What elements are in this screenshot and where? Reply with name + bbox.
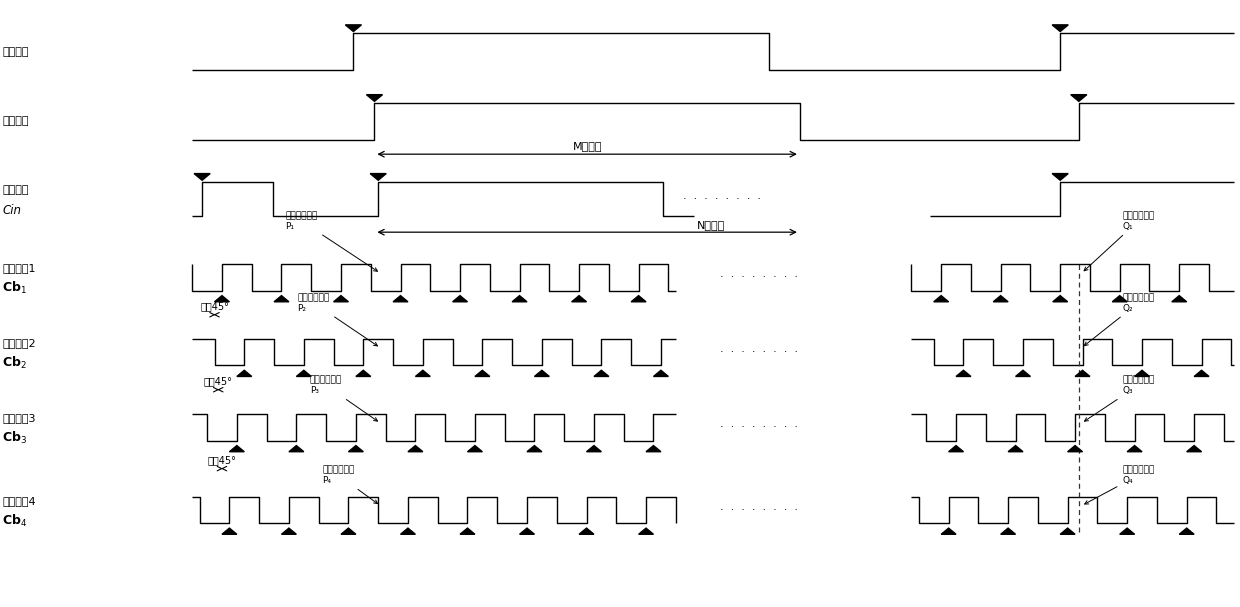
Text: Cin: Cin [2, 203, 21, 217]
Polygon shape [193, 174, 211, 180]
Polygon shape [467, 446, 482, 452]
Text: ·  ·  ·  ·  ·  ·  ·  ·: · · · · · · · · [720, 347, 797, 357]
Polygon shape [527, 446, 542, 452]
Polygon shape [281, 528, 296, 534]
Text: 起始时刻状态
P₃: 起始时刻状态 P₃ [310, 376, 377, 421]
Polygon shape [1075, 370, 1090, 376]
Polygon shape [572, 296, 587, 302]
Polygon shape [1071, 95, 1086, 101]
Polygon shape [949, 446, 963, 452]
Polygon shape [1068, 446, 1083, 452]
Polygon shape [229, 446, 244, 452]
Text: 结束时刻状态
Q₃: 结束时刻状态 Q₃ [1085, 376, 1154, 421]
Text: N个脉冲: N个脉冲 [697, 220, 725, 230]
Polygon shape [453, 296, 467, 302]
Polygon shape [222, 528, 237, 534]
Text: 相差45°: 相差45° [200, 301, 229, 311]
Polygon shape [956, 370, 971, 376]
Polygon shape [341, 528, 356, 534]
Text: 相差45°: 相差45° [203, 376, 233, 386]
Polygon shape [1008, 446, 1023, 452]
Polygon shape [1053, 296, 1068, 302]
Polygon shape [534, 370, 549, 376]
Polygon shape [512, 296, 527, 302]
Text: 参考时钟4: 参考时钟4 [2, 496, 36, 506]
Polygon shape [274, 296, 289, 302]
Polygon shape [367, 95, 382, 101]
Polygon shape [594, 370, 609, 376]
Polygon shape [579, 528, 594, 534]
Polygon shape [520, 528, 534, 534]
Polygon shape [1179, 528, 1194, 534]
Polygon shape [1135, 370, 1149, 376]
Polygon shape [1016, 370, 1030, 376]
Polygon shape [1060, 528, 1075, 534]
Polygon shape [289, 446, 304, 452]
Polygon shape [646, 446, 661, 452]
Text: 实际闸门: 实际闸门 [2, 117, 29, 126]
Polygon shape [1052, 25, 1069, 32]
Text: 相差45°: 相差45° [207, 455, 237, 465]
Text: 结束时刻状态
Q₂: 结束时刻状态 Q₂ [1084, 293, 1154, 345]
Polygon shape [215, 296, 229, 302]
Text: $\mathbf{Cb}_{1}$: $\mathbf{Cb}_{1}$ [2, 280, 27, 296]
Polygon shape [631, 296, 646, 302]
Polygon shape [1112, 296, 1127, 302]
Text: ·  ·  ·  ·  ·  ·  ·  ·: · · · · · · · · [720, 422, 797, 432]
Text: 参考时钟1: 参考时钟1 [2, 263, 36, 273]
Polygon shape [296, 370, 311, 376]
Polygon shape [1172, 296, 1187, 302]
Text: 参考时钟2: 参考时钟2 [2, 338, 36, 348]
Polygon shape [1194, 370, 1209, 376]
Polygon shape [639, 528, 653, 534]
Polygon shape [401, 528, 415, 534]
Polygon shape [1052, 174, 1069, 180]
Polygon shape [345, 25, 362, 32]
Text: 测试闸门: 测试闸门 [2, 47, 29, 56]
Text: ·  ·  ·  ·  ·  ·  ·  ·: · · · · · · · · [720, 505, 797, 515]
Text: $\mathbf{Cb}_{4}$: $\mathbf{Cb}_{4}$ [2, 513, 27, 529]
Text: 起始时刻状态
P₄: 起始时刻状态 P₄ [322, 466, 377, 504]
Polygon shape [408, 446, 423, 452]
Polygon shape [993, 296, 1008, 302]
Polygon shape [237, 370, 252, 376]
Polygon shape [1127, 446, 1142, 452]
Polygon shape [460, 528, 475, 534]
Polygon shape [941, 528, 956, 534]
Text: M个脉冲: M个脉冲 [573, 141, 601, 151]
Polygon shape [334, 296, 348, 302]
Polygon shape [370, 174, 387, 180]
Text: ·  ·  ·  ·  ·  ·  ·  ·: · · · · · · · · [683, 194, 760, 204]
Text: 起始时刻状态
P₂: 起始时刻状态 P₂ [298, 293, 377, 346]
Text: $\mathbf{Cb}_{3}$: $\mathbf{Cb}_{3}$ [2, 430, 27, 446]
Polygon shape [1120, 528, 1135, 534]
Polygon shape [348, 446, 363, 452]
Polygon shape [475, 370, 490, 376]
Polygon shape [393, 296, 408, 302]
Polygon shape [415, 370, 430, 376]
Text: $\mathbf{Cb}_{2}$: $\mathbf{Cb}_{2}$ [2, 355, 27, 371]
Polygon shape [587, 446, 601, 452]
Polygon shape [934, 296, 949, 302]
Polygon shape [1001, 528, 1016, 534]
Text: ·  ·  ·  ·  ·  ·  ·  ·: · · · · · · · · [720, 273, 797, 282]
Text: 结束时刻状态
Q₁: 结束时刻状态 Q₁ [1084, 211, 1154, 271]
Text: 起始时刻状态
P₁: 起始时刻状态 P₁ [285, 211, 377, 271]
Text: 参考时钟3: 参考时钟3 [2, 413, 36, 423]
Polygon shape [356, 370, 371, 376]
Text: 结束时刻状态
Q₄: 结束时刻状态 Q₄ [1085, 466, 1154, 504]
Text: 输入信号: 输入信号 [2, 185, 29, 195]
Polygon shape [653, 370, 668, 376]
Polygon shape [1187, 446, 1202, 452]
